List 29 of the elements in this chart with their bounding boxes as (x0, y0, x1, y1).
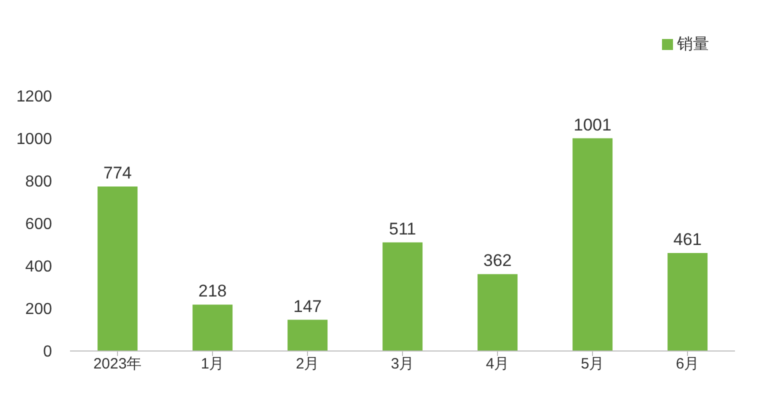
y-tick-label: 800 (25, 174, 52, 191)
x-tick-label: 4月 (486, 356, 510, 373)
x-tick-label: 6月 (676, 356, 700, 373)
x-tick-label: 2月 (296, 356, 320, 373)
data-label: 774 (103, 164, 132, 183)
data-label: 1001 (574, 115, 612, 134)
bar (382, 242, 423, 351)
legend-label: 销量 (677, 36, 709, 53)
bar (572, 138, 613, 351)
data-label: 218 (198, 282, 227, 301)
data-label: 147 (293, 296, 322, 316)
x-tick-label: 5月 (580, 356, 604, 373)
x-tick-label: 2023年 (93, 356, 142, 373)
y-tick-label: 600 (25, 216, 52, 234)
bar (478, 274, 518, 351)
y-tick-label: 400 (25, 258, 52, 276)
y-tick-label: 200 (25, 301, 52, 318)
x-tick-label: 1月 (200, 356, 224, 373)
y-tick-label: 0 (43, 344, 52, 361)
y-tick-label: 1000 (16, 131, 52, 148)
bar (192, 304, 233, 351)
bar (668, 253, 708, 351)
data-label: 461 (673, 230, 702, 250)
x-tick-label: 3月 (390, 356, 414, 373)
bar (288, 320, 328, 351)
data-label: 511 (388, 219, 416, 238)
bar (98, 186, 138, 351)
y-tick-label: 1200 (16, 88, 52, 106)
data-label: 362 (483, 251, 512, 270)
